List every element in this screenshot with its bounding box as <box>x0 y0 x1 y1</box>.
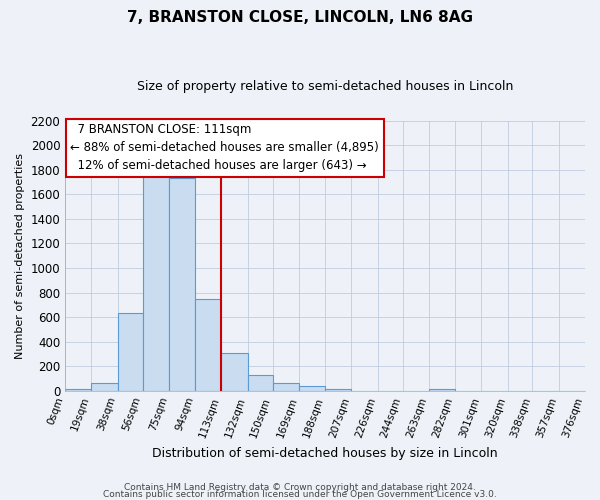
Bar <box>299 386 325 391</box>
Bar <box>91 384 118 391</box>
Bar <box>169 178 195 391</box>
Bar <box>248 375 272 391</box>
Bar <box>221 354 248 391</box>
Text: 7, BRANSTON CLOSE, LINCOLN, LN6 8AG: 7, BRANSTON CLOSE, LINCOLN, LN6 8AG <box>127 10 473 25</box>
Title: Size of property relative to semi-detached houses in Lincoln: Size of property relative to semi-detach… <box>137 80 513 93</box>
Bar <box>143 166 169 391</box>
Bar <box>272 383 299 391</box>
Bar <box>195 298 221 391</box>
Text: Contains HM Land Registry data © Crown copyright and database right 2024.: Contains HM Land Registry data © Crown c… <box>124 484 476 492</box>
Bar <box>429 389 455 391</box>
Text: 7 BRANSTON CLOSE: 111sqm  
← 88% of semi-detached houses are smaller (4,895)
  1: 7 BRANSTON CLOSE: 111sqm ← 88% of semi-d… <box>70 124 379 172</box>
Bar <box>118 314 143 391</box>
Text: Contains public sector information licensed under the Open Government Licence v3: Contains public sector information licen… <box>103 490 497 499</box>
Y-axis label: Number of semi-detached properties: Number of semi-detached properties <box>15 152 25 358</box>
Bar <box>325 389 352 391</box>
X-axis label: Distribution of semi-detached houses by size in Lincoln: Distribution of semi-detached houses by … <box>152 447 498 460</box>
Bar <box>65 389 91 391</box>
